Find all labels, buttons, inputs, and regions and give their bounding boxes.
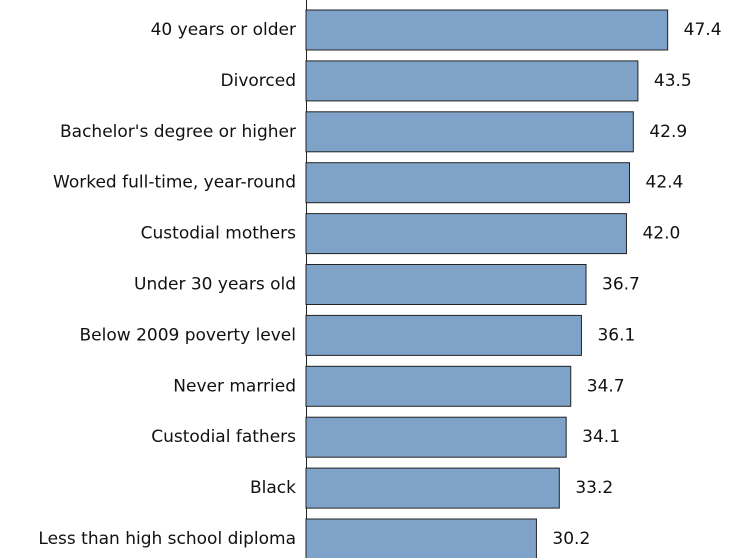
value-label: 47.4 xyxy=(684,20,722,40)
bar xyxy=(305,467,560,509)
bar xyxy=(305,416,567,458)
bar xyxy=(305,518,537,558)
category-label: Under 30 years old xyxy=(134,275,296,295)
bar xyxy=(305,213,627,255)
value-label: 42.0 xyxy=(642,224,680,244)
category-label: Below 2009 poverty level xyxy=(80,325,296,345)
bar xyxy=(305,314,582,356)
value-label: 33.2 xyxy=(575,478,613,498)
category-label: Black xyxy=(250,478,296,498)
bar xyxy=(305,60,639,102)
value-label: 36.1 xyxy=(597,325,635,345)
bar xyxy=(305,365,572,407)
category-label: Never married xyxy=(173,376,296,396)
value-label: 42.4 xyxy=(646,173,684,193)
bar xyxy=(305,162,631,204)
bar xyxy=(305,111,634,153)
value-label: 34.7 xyxy=(587,376,625,396)
category-label: 40 years or older xyxy=(151,20,296,40)
category-label: Custodial fathers xyxy=(151,427,296,447)
value-label: 43.5 xyxy=(654,71,692,91)
bar xyxy=(305,264,587,305)
category-label: Worked full-time, year-round xyxy=(53,173,296,193)
value-label: 30.2 xyxy=(552,529,590,549)
category-label: Bachelor's degree or higher xyxy=(60,122,296,142)
category-label: Less than high school diploma xyxy=(38,529,296,549)
value-label: 36.7 xyxy=(602,275,640,295)
category-label: Divorced xyxy=(221,71,297,91)
value-label: 42.9 xyxy=(649,122,687,142)
category-label: Custodial mothers xyxy=(141,224,296,244)
value-label: 34.1 xyxy=(582,427,620,447)
bar xyxy=(305,9,669,51)
